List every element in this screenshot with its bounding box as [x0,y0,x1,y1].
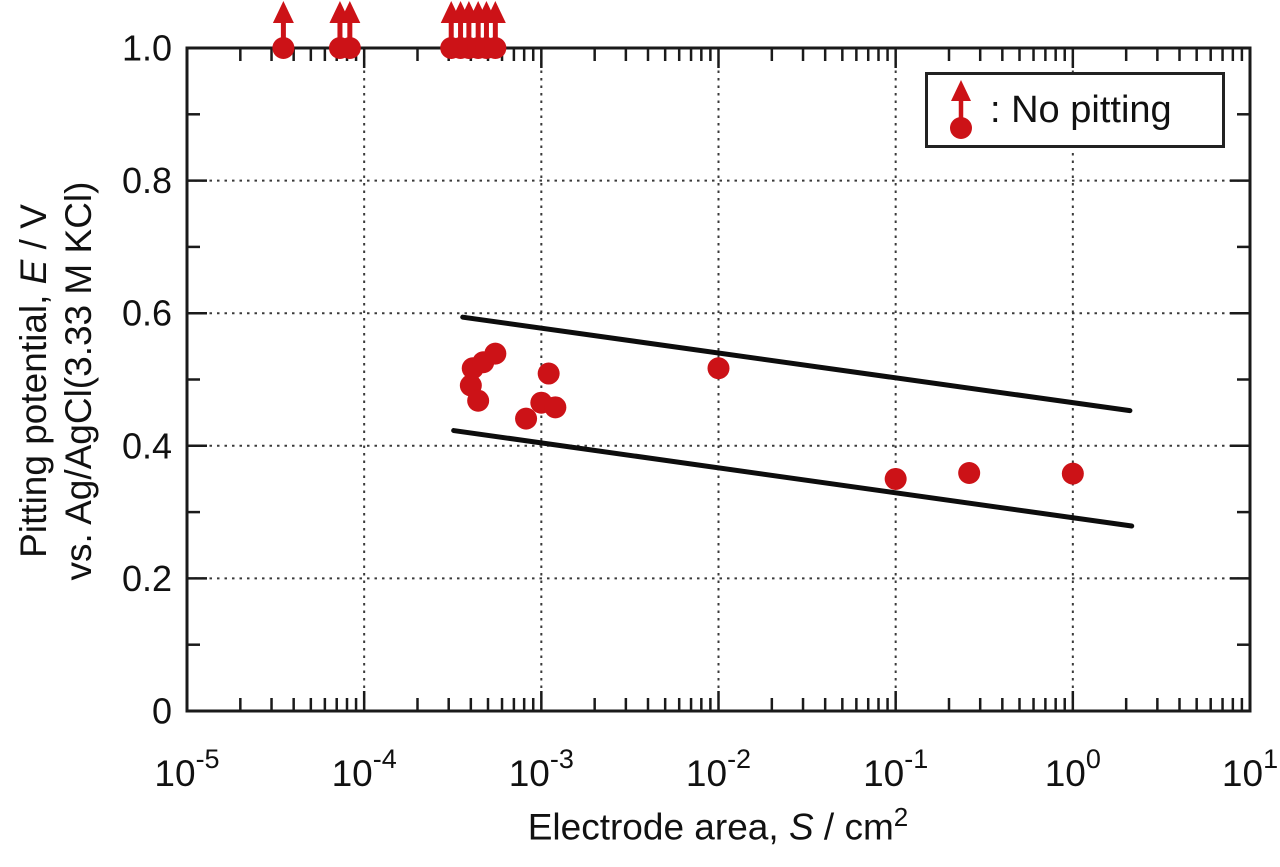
y-tick-label: 1.0 [122,28,172,69]
x-axis-label: Electrode area, S / cm2 [527,802,909,848]
x-tick-label: 101 [1222,744,1278,794]
no-pitting-arrow-head [272,1,294,23]
legend-label: : No pitting [990,88,1172,131]
data-point [544,396,567,419]
y-tick-label: 0 [152,691,172,732]
data-point [484,342,507,365]
y-tick-label: 0.8 [122,160,172,201]
x-tick-label: 10-1 [863,744,928,794]
x-tick-label: 10-2 [686,744,751,794]
no-pitting-marker [484,37,507,59]
x-tick-label: 10-4 [332,744,397,794]
data-point [537,362,560,385]
y-axis-label-line1: Pitting potential, E / V [13,204,54,558]
plot-border [185,46,1252,713]
data-point [958,461,981,484]
data-point [707,357,730,380]
y-tick-label: 0.6 [122,293,172,334]
data-point [884,467,907,490]
no-pitting-marker-icon [950,80,972,139]
x-tick-label: 10-3 [509,744,574,794]
legend: : No pitting [925,72,1225,148]
y-tick-label: 0.2 [122,558,172,599]
no-pitting-arrow-head [484,1,506,23]
x-tick-label: 10-5 [154,744,219,794]
no-pitting-marker [338,37,361,59]
y-axis-label: Pitting potential, E / V vs. Ag/AgCl(3.3… [11,41,105,721]
data-point [515,407,538,430]
y-tick-label: 0.4 [122,425,172,466]
x-tick-label: 100 [1045,744,1101,794]
trend-line-lower-bound [451,428,1135,529]
y-axis-label-line2: vs. Ag/AgCl(3.33 M KCl) [58,181,99,581]
trend-line-upper-bound [460,314,1133,414]
data-point [1061,462,1084,485]
no-pitting-marker [272,37,295,59]
data-point [467,389,490,412]
no-pitting-arrow-head [339,1,361,23]
